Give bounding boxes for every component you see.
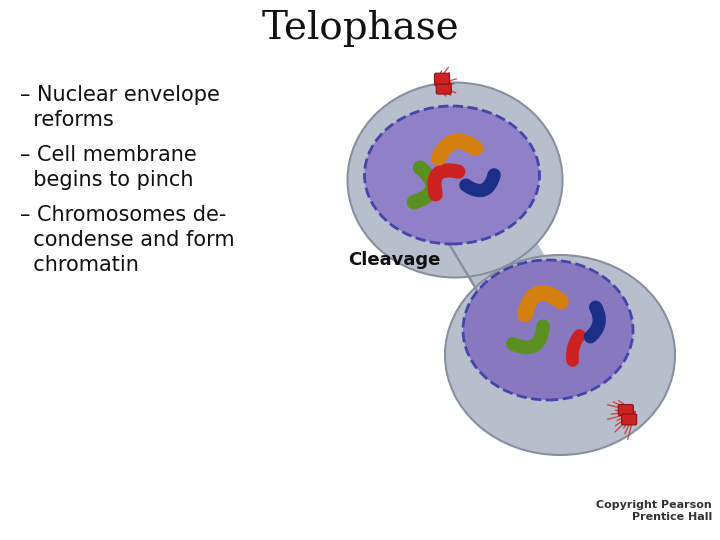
Text: Cleavage: Cleavage (348, 251, 441, 269)
Text: – Chromosomes de-: – Chromosomes de- (20, 205, 226, 225)
Text: Telophase: Telophase (261, 10, 459, 47)
Text: Copyright Pearson
Prentice Hall: Copyright Pearson Prentice Hall (596, 501, 712, 522)
Text: begins to pinch: begins to pinch (20, 170, 194, 190)
Text: chromatin: chromatin (20, 255, 139, 275)
Text: – Cell membrane: – Cell membrane (20, 145, 197, 165)
FancyBboxPatch shape (434, 73, 449, 84)
Text: condense and form: condense and form (20, 230, 235, 250)
Ellipse shape (463, 260, 633, 400)
Polygon shape (423, 160, 593, 375)
FancyBboxPatch shape (436, 83, 451, 94)
FancyBboxPatch shape (621, 414, 636, 425)
Text: – Nuclear envelope: – Nuclear envelope (20, 85, 220, 105)
Ellipse shape (445, 255, 675, 455)
Text: reforms: reforms (20, 110, 114, 130)
Ellipse shape (364, 106, 539, 244)
Ellipse shape (348, 83, 562, 278)
FancyBboxPatch shape (618, 404, 634, 416)
